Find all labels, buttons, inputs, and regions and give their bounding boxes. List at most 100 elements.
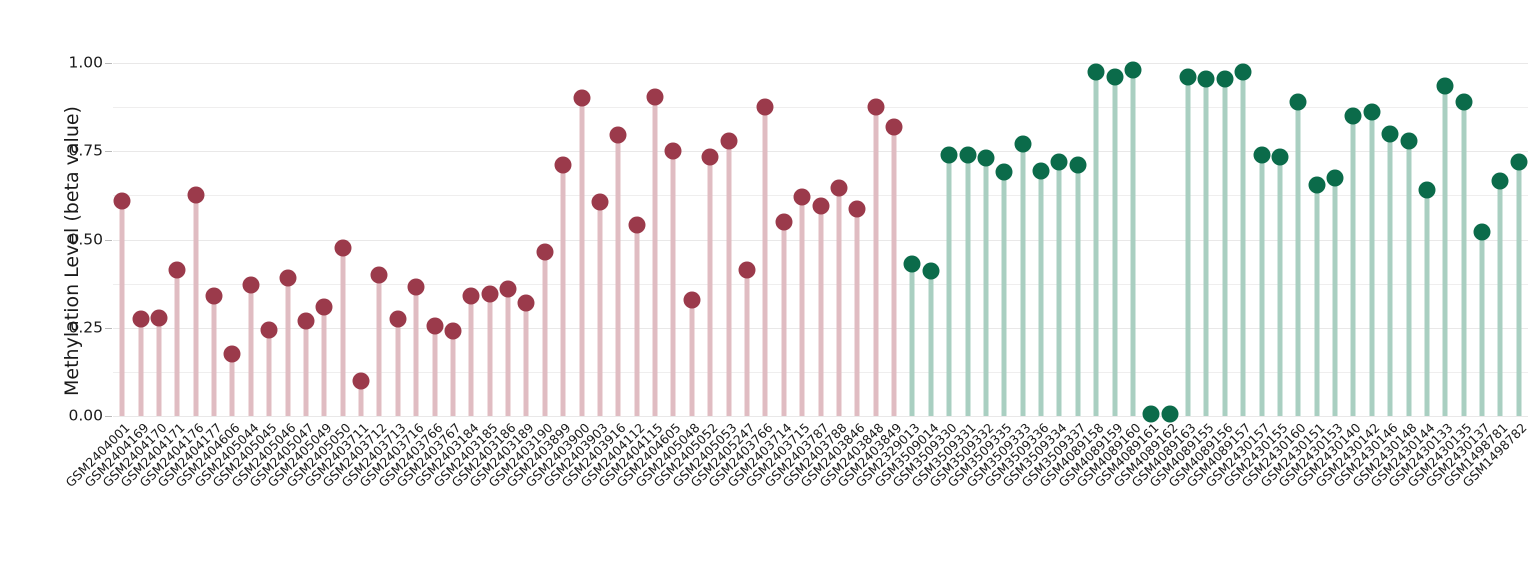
- lollipop-marker[interactable]: [756, 98, 774, 116]
- lollipop-stem: [1277, 156, 1283, 416]
- lollipop-marker[interactable]: [481, 285, 499, 303]
- lollipop-marker[interactable]: [260, 321, 278, 338]
- lollipop-marker[interactable]: [1363, 103, 1381, 121]
- lollipop-marker[interactable]: [848, 200, 866, 218]
- lollipop-marker[interactable]: [1308, 176, 1326, 194]
- lollipop-marker[interactable]: [462, 287, 480, 305]
- lollipop-stem: [873, 107, 879, 416]
- lollipop-marker[interactable]: [1418, 181, 1436, 199]
- lollipop-marker[interactable]: [389, 310, 407, 328]
- lollipop-marker[interactable]: [959, 146, 976, 164]
- lollipop-marker[interactable]: [995, 163, 1013, 181]
- lollipop-stem: [468, 295, 474, 416]
- lollipop-marker[interactable]: [1216, 70, 1234, 88]
- lollipop-marker[interactable]: [132, 310, 150, 328]
- lollipop-marker[interactable]: [922, 262, 940, 280]
- lollipop-stem: [744, 269, 750, 416]
- lollipop-marker[interactable]: [1087, 63, 1105, 81]
- lollipop-stem: [1185, 77, 1191, 416]
- lollipop-marker[interactable]: [1142, 405, 1160, 423]
- lollipop-marker[interactable]: [1491, 172, 1509, 190]
- lollipop-marker[interactable]: [720, 132, 738, 150]
- lollipop-marker[interactable]: [1014, 135, 1032, 153]
- lollipop-stem: [523, 303, 529, 416]
- y-axis-tick-label: 0.50: [68, 229, 103, 248]
- lollipop-marker[interactable]: [150, 309, 168, 327]
- lollipop-marker[interactable]: [407, 278, 425, 296]
- lollipop-marker[interactable]: [1069, 156, 1087, 174]
- lollipop-marker[interactable]: [499, 280, 517, 298]
- lollipop-marker[interactable]: [867, 98, 885, 116]
- lollipop-marker[interactable]: [1436, 77, 1454, 95]
- lollipop-marker[interactable]: [812, 197, 829, 215]
- lollipop-marker[interactable]: [370, 266, 388, 284]
- lollipop-marker[interactable]: [1032, 162, 1050, 180]
- lollipop-marker[interactable]: [279, 269, 297, 287]
- lollipop-stem: [1387, 133, 1393, 416]
- lollipop-marker[interactable]: [315, 298, 333, 316]
- lollipop-marker[interactable]: [664, 142, 682, 160]
- lollipop-stem: [1001, 172, 1007, 416]
- lollipop-marker[interactable]: [1326, 169, 1344, 187]
- lollipop-stem: [432, 325, 438, 416]
- lollipop-marker[interactable]: [223, 345, 241, 363]
- lollipop-marker[interactable]: [517, 294, 535, 312]
- lollipop-marker[interactable]: [573, 89, 591, 107]
- lollipop-marker[interactable]: [334, 239, 352, 257]
- lollipop-stem: [1093, 71, 1099, 416]
- lollipop-stem: [1130, 70, 1136, 416]
- lollipop-stem: [652, 96, 658, 416]
- lollipop-stem: [119, 200, 125, 416]
- lollipop-marker[interactable]: [738, 261, 756, 278]
- lollipop-marker[interactable]: [903, 255, 921, 273]
- lollipop-marker[interactable]: [775, 213, 793, 231]
- lollipop-marker[interactable]: [297, 312, 315, 330]
- lollipop-marker[interactable]: [940, 146, 958, 164]
- lollipop-marker[interactable]: [113, 192, 131, 210]
- lollipop-stem: [340, 248, 346, 416]
- lollipop-marker[interactable]: [683, 291, 701, 308]
- lollipop-stem: [1056, 161, 1062, 416]
- lollipop-marker[interactable]: [1197, 70, 1215, 88]
- lollipop-marker[interactable]: [1050, 153, 1068, 171]
- lollipop-marker[interactable]: [426, 317, 444, 335]
- lollipop-marker[interactable]: [1106, 68, 1124, 86]
- lollipop-marker[interactable]: [1179, 68, 1197, 86]
- lollipop-stem: [321, 306, 327, 416]
- lollipop-marker[interactable]: [1381, 125, 1399, 143]
- y-axis-tick-mark: [105, 239, 112, 241]
- lollipop-marker[interactable]: [1161, 405, 1179, 423]
- lollipop-marker[interactable]: [977, 149, 995, 167]
- lollipop-marker[interactable]: [1344, 107, 1362, 125]
- lollipop-marker[interactable]: [591, 193, 609, 211]
- lollipop-marker[interactable]: [352, 372, 370, 390]
- lollipop-stem: [726, 140, 732, 416]
- lollipop-marker[interactable]: [646, 88, 664, 106]
- lollipop-marker[interactable]: [1400, 132, 1418, 150]
- lollipop-marker[interactable]: [536, 243, 554, 261]
- lollipop-stem: [1259, 154, 1265, 416]
- lollipop-marker[interactable]: [168, 261, 186, 278]
- lollipop-marker[interactable]: [701, 148, 719, 166]
- lollipop-marker[interactable]: [205, 287, 223, 305]
- lollipop-marker[interactable]: [609, 126, 627, 144]
- lollipop-marker[interactable]: [554, 156, 572, 174]
- lollipop-stem: [1038, 170, 1044, 416]
- lollipop-marker[interactable]: [793, 188, 811, 206]
- lollipop-stem: [1497, 181, 1503, 416]
- lollipop-marker[interactable]: [885, 118, 903, 136]
- lollipop-marker[interactable]: [187, 186, 205, 204]
- lollipop-marker[interactable]: [444, 322, 462, 340]
- lollipop-marker[interactable]: [1234, 63, 1252, 81]
- lollipop-marker[interactable]: [1271, 148, 1289, 166]
- lollipop-marker[interactable]: [1124, 61, 1142, 79]
- lollipop-marker[interactable]: [628, 216, 646, 234]
- lollipop-stem: [818, 205, 823, 416]
- lollipop-marker[interactable]: [1289, 93, 1307, 111]
- lollipop-marker[interactable]: [1510, 153, 1528, 171]
- lollipop-marker[interactable]: [1473, 223, 1491, 241]
- lollipop-marker[interactable]: [1253, 146, 1271, 164]
- lollipop-marker[interactable]: [830, 179, 848, 197]
- lollipop-marker[interactable]: [1455, 93, 1473, 111]
- lollipop-marker[interactable]: [242, 276, 260, 294]
